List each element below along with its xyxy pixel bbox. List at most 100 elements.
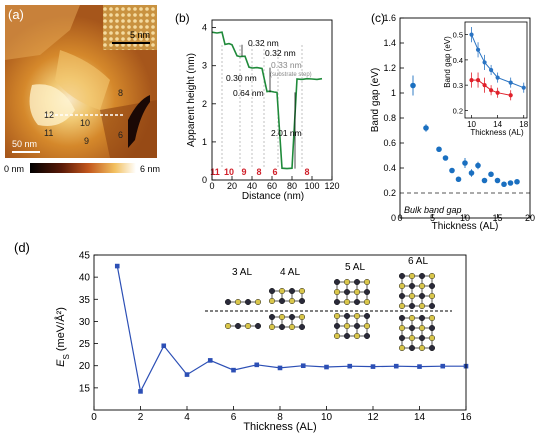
atom-light bbox=[428, 292, 436, 300]
x-tick-label: 6 bbox=[231, 412, 237, 423]
inset-point bbox=[469, 32, 474, 37]
inset-frame bbox=[464, 21, 528, 119]
inset-point bbox=[482, 83, 487, 88]
terrace-number: 12 bbox=[44, 110, 54, 120]
atom-dark bbox=[343, 288, 351, 296]
atom-light bbox=[408, 334, 416, 342]
height-profile-line bbox=[211, 31, 323, 170]
surface-energy-point bbox=[300, 363, 306, 369]
layer-count-label: 8 bbox=[256, 167, 261, 177]
y-tick-label: 15 bbox=[79, 383, 91, 394]
atom-dark bbox=[408, 302, 416, 310]
surface-energy-point bbox=[370, 364, 376, 369]
layer-count-label: 8 bbox=[304, 167, 309, 177]
x-tick-label: 40 bbox=[247, 181, 257, 191]
inset-y-tick-label: 0.4 bbox=[453, 56, 463, 65]
atom-dark bbox=[398, 272, 406, 280]
y-tick-label: 2 bbox=[202, 99, 207, 109]
band-gap-point bbox=[494, 177, 501, 184]
y-tick-label: 1 bbox=[391, 88, 396, 98]
panel-b-xlabel: Distance (nm) bbox=[242, 191, 304, 202]
atom-light bbox=[418, 324, 426, 332]
atom-light bbox=[353, 332, 361, 340]
atom-light bbox=[363, 278, 371, 286]
layer-count-label: 9 bbox=[241, 167, 246, 177]
x-tick-label: 0 bbox=[91, 412, 97, 423]
inset-point bbox=[495, 75, 500, 80]
panel-c-label: (c) bbox=[371, 11, 385, 25]
panel-a: 5 nm (a) 12 11 10 9 8 6 50 nm 0 nm 6 nm bbox=[4, 5, 160, 174]
panel-d-xlabel: Thickness (AL) bbox=[243, 421, 316, 433]
atom-light bbox=[244, 322, 252, 330]
x-tick-label: 80 bbox=[287, 181, 297, 191]
atom-light bbox=[363, 298, 371, 306]
atom-dark bbox=[398, 292, 406, 300]
atom-light bbox=[398, 302, 406, 310]
y-tick-label: 1.4 bbox=[383, 38, 396, 48]
colorbar-min-label: 0 nm bbox=[4, 164, 24, 174]
atom-light bbox=[288, 323, 296, 331]
y-tick-label: 40 bbox=[79, 273, 91, 284]
atom-dark bbox=[234, 322, 242, 330]
inset-point bbox=[508, 80, 513, 85]
structure-label: 5 AL bbox=[345, 262, 365, 273]
atom-dark bbox=[398, 314, 406, 322]
surface-energy-point bbox=[184, 372, 190, 377]
atom-dark bbox=[408, 282, 416, 290]
panel-b-ylabel: Apparent height (nm) bbox=[186, 53, 197, 147]
inset-point bbox=[475, 78, 481, 83]
panel-d-label: (d) bbox=[14, 240, 30, 255]
stm-dark-trench bbox=[128, 95, 150, 148]
y-tick-label: 35 bbox=[79, 295, 91, 306]
atom-dark bbox=[298, 323, 306, 331]
panel-c-frame bbox=[399, 17, 531, 219]
atom-light bbox=[254, 298, 262, 306]
atom-dark bbox=[428, 344, 436, 352]
atom-light bbox=[408, 272, 416, 280]
layer-count-label: 6 bbox=[272, 167, 277, 177]
inset-point bbox=[482, 60, 487, 65]
atom-light bbox=[398, 344, 406, 352]
surface-energy-line bbox=[116, 265, 466, 394]
step-height-label: 0.64 nm bbox=[233, 88, 264, 98]
y-tick-label: 30 bbox=[79, 317, 91, 328]
y-tick-label: 0.2 bbox=[383, 188, 396, 198]
atom-dark bbox=[408, 344, 416, 352]
atom-light bbox=[343, 278, 351, 286]
band-gap-point bbox=[449, 167, 455, 174]
x-tick-label: 16 bbox=[460, 412, 472, 423]
surface-energy-point bbox=[138, 389, 143, 394]
atom-light bbox=[418, 344, 426, 352]
panel-b: (b) Apparent height (nm) Distance (nm) 0… bbox=[175, 11, 340, 202]
band-gap-point bbox=[481, 177, 488, 184]
inset-y-tick-label: 0.3 bbox=[453, 81, 463, 90]
x-tick-label: 60 bbox=[267, 181, 277, 191]
panel-a-label: (a) bbox=[8, 7, 24, 22]
atom-light bbox=[343, 298, 351, 306]
surface-energy-point bbox=[347, 363, 353, 369]
x-tick-label: 4 bbox=[184, 412, 190, 423]
atom-light bbox=[224, 322, 232, 330]
y-tick-label: 0 bbox=[202, 175, 207, 185]
inset-scale-label: 5 nm bbox=[130, 30, 150, 40]
surface-energy-point bbox=[393, 363, 399, 369]
structure-label: 4 AL bbox=[280, 267, 300, 278]
step-height-label: 0.33 nm bbox=[271, 60, 302, 70]
inset-point bbox=[475, 47, 481, 52]
atom-dark bbox=[278, 297, 286, 305]
atom-light bbox=[428, 334, 436, 342]
atom-dark bbox=[254, 322, 262, 330]
atom-light bbox=[333, 312, 341, 320]
atom-dark bbox=[343, 332, 351, 340]
band-gap-point bbox=[455, 176, 462, 183]
atom-dark bbox=[398, 334, 406, 342]
ylabel-unit: (meV/Å²) bbox=[54, 307, 67, 354]
y-tick-label: 45 bbox=[79, 251, 91, 262]
inset-point bbox=[521, 85, 526, 90]
atom-light bbox=[278, 287, 286, 295]
ylabel-symbol: E bbox=[55, 359, 67, 367]
atom-light bbox=[418, 302, 426, 310]
y-tick-label: 0.4 bbox=[383, 163, 396, 173]
panel-d-frame bbox=[93, 254, 467, 411]
